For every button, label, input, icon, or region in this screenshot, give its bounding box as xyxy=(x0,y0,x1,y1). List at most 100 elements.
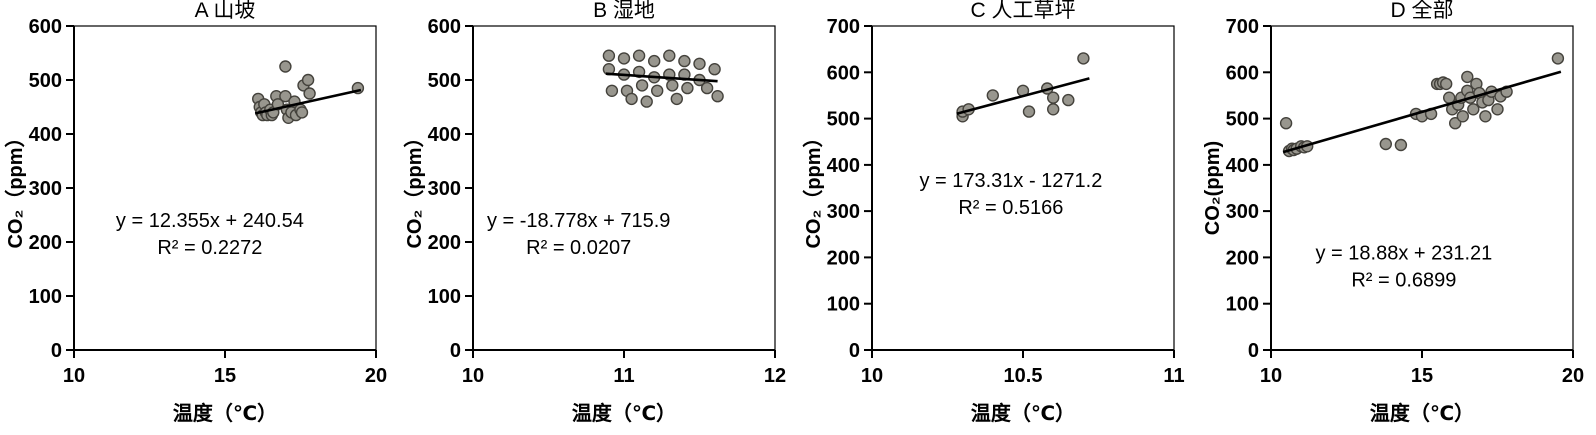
y-tick-label: 400 xyxy=(827,155,860,177)
y-tick-label: 0 xyxy=(450,340,461,362)
chart-title: D 全部 xyxy=(1391,0,1454,22)
plot-border xyxy=(1270,25,1574,351)
chart-svg: 0 100 200 300 400 500 600 10 11 12 y = -18.778x + … xyxy=(403,0,786,425)
data-point xyxy=(1461,70,1474,84)
y-tick-label: 700 xyxy=(827,16,860,38)
x-tick-label: 20 xyxy=(365,365,387,387)
chart-svg: 0 100 200 300 400 500 600 700 10 15 20 y = 18.88x +… xyxy=(1202,0,1584,425)
y-tick-label: 600 xyxy=(428,16,461,38)
y-axis-label: CO₂（ppm） xyxy=(403,127,426,248)
data-point xyxy=(301,73,315,87)
chart-panel-d: 0 100 200 300 400 500 600 700 10 15 20 y = 18.88x +… xyxy=(1197,0,1596,435)
y-tick-label: 200 xyxy=(29,232,62,254)
data-point xyxy=(1379,137,1393,151)
data-point xyxy=(1394,138,1408,152)
chart-title: B 湿地 xyxy=(593,0,655,22)
x-tick-label: 11 xyxy=(1163,365,1184,387)
data-point xyxy=(711,89,724,103)
data-point xyxy=(279,60,292,73)
data-point xyxy=(303,87,316,100)
data-point xyxy=(693,57,706,70)
y-tick-label: 200 xyxy=(827,247,860,269)
data-point xyxy=(279,89,292,103)
x-tick-label: 10 xyxy=(861,365,883,387)
y-tick-label: 100 xyxy=(827,294,860,316)
y-tick-label: 400 xyxy=(428,124,461,146)
x-tick-label: 20 xyxy=(1562,365,1584,387)
x-tick-label: 10.5 xyxy=(1004,365,1043,387)
chart-svg: 0 100 200 300 400 500 600 700 10 10.5 11 y = 173.31… xyxy=(802,0,1185,425)
y-tick-label: 0 xyxy=(849,340,860,362)
y-tick-label: 0 xyxy=(1248,340,1259,362)
x-tick-label: 15 xyxy=(1411,365,1433,387)
data-point xyxy=(617,52,631,65)
chart-svg: 0 100 200 300 400 500 600 10 15 20 y = 12.355x + 2… xyxy=(4,0,387,425)
r2-label: R² = 0.5166 xyxy=(958,197,1063,219)
chart-panel-a: 0 100 200 300 400 500 600 10 15 20 y = 12.355x + 2… xyxy=(0,0,399,435)
chart-title: C 人工草坪 xyxy=(971,0,1076,22)
x-tick-label: 12 xyxy=(764,365,786,387)
data-point xyxy=(678,54,691,68)
chart-title: A 山坡 xyxy=(195,0,256,22)
x-tick-label: 10 xyxy=(1260,365,1282,387)
data-point xyxy=(1062,93,1075,107)
y-tick-label: 500 xyxy=(428,70,461,92)
y-tick-label: 500 xyxy=(1226,109,1259,131)
trend-line xyxy=(254,88,362,115)
data-point xyxy=(1022,105,1036,118)
equation-label: y = 12.355x + 240.54 xyxy=(116,210,304,232)
data-point xyxy=(708,62,721,76)
y-tick-label: 600 xyxy=(29,16,62,38)
data-point xyxy=(986,89,1000,102)
x-axis-label: 温度（℃） xyxy=(1370,401,1474,425)
data-point xyxy=(1046,91,1060,104)
y-tick-label: 500 xyxy=(29,70,62,92)
chart-panel-c: 0 100 200 300 400 500 600 700 10 10.5 11 y = 173.31… xyxy=(798,0,1197,435)
data-point xyxy=(295,106,309,119)
y-tick-label: 400 xyxy=(1226,155,1259,177)
data-point xyxy=(635,79,649,92)
y-tick-label: 300 xyxy=(29,178,62,200)
data-point xyxy=(670,92,683,106)
y-axis-label: CO₂（ppm） xyxy=(802,127,825,248)
trend-line xyxy=(605,72,718,83)
data-point xyxy=(651,84,664,98)
y-tick-label: 100 xyxy=(1226,294,1259,316)
x-tick-label: 10 xyxy=(63,365,85,387)
y-tick-label: 600 xyxy=(827,62,860,84)
chart-panel-b: 0 100 200 300 400 500 600 10 11 12 y = -18.778x + … xyxy=(399,0,798,435)
data-point xyxy=(625,92,638,106)
y-tick-label: 400 xyxy=(29,124,62,146)
data-point xyxy=(1046,103,1060,116)
data-point xyxy=(1551,52,1565,65)
trend-line xyxy=(1282,70,1562,154)
x-axis-label: 温度（℃） xyxy=(572,401,676,425)
y-tick-label: 300 xyxy=(428,178,461,200)
data-point xyxy=(1279,116,1293,130)
r2-label: R² = 0.6899 xyxy=(1351,270,1456,292)
equation-label: y = -18.778x + 715.9 xyxy=(487,210,670,232)
data-point xyxy=(1491,103,1504,116)
y-tick-label: 100 xyxy=(29,286,62,308)
data-point xyxy=(632,49,646,62)
data-point xyxy=(1456,110,1469,123)
data-point xyxy=(1449,116,1462,130)
y-tick-label: 100 xyxy=(428,286,461,308)
x-axis-label: 温度（℃） xyxy=(173,401,277,425)
data-point xyxy=(681,81,694,95)
y-tick-label: 700 xyxy=(1226,16,1259,38)
r2-label: R² = 0.2272 xyxy=(157,237,262,259)
x-tick-label: 10 xyxy=(462,365,484,387)
y-tick-label: 200 xyxy=(428,232,461,254)
data-point xyxy=(647,54,661,68)
y-tick-label: 500 xyxy=(827,109,860,131)
y-axis-label: CO₂（ppm） xyxy=(4,127,27,248)
data-point xyxy=(1467,103,1480,116)
data-point xyxy=(602,49,616,62)
y-tick-label: 200 xyxy=(1226,247,1259,269)
data-point xyxy=(1439,77,1453,91)
y-tick-label: 600 xyxy=(1226,62,1259,84)
data-point xyxy=(640,95,653,108)
x-tick-label: 11 xyxy=(613,365,634,387)
y-tick-label: 300 xyxy=(827,201,860,223)
